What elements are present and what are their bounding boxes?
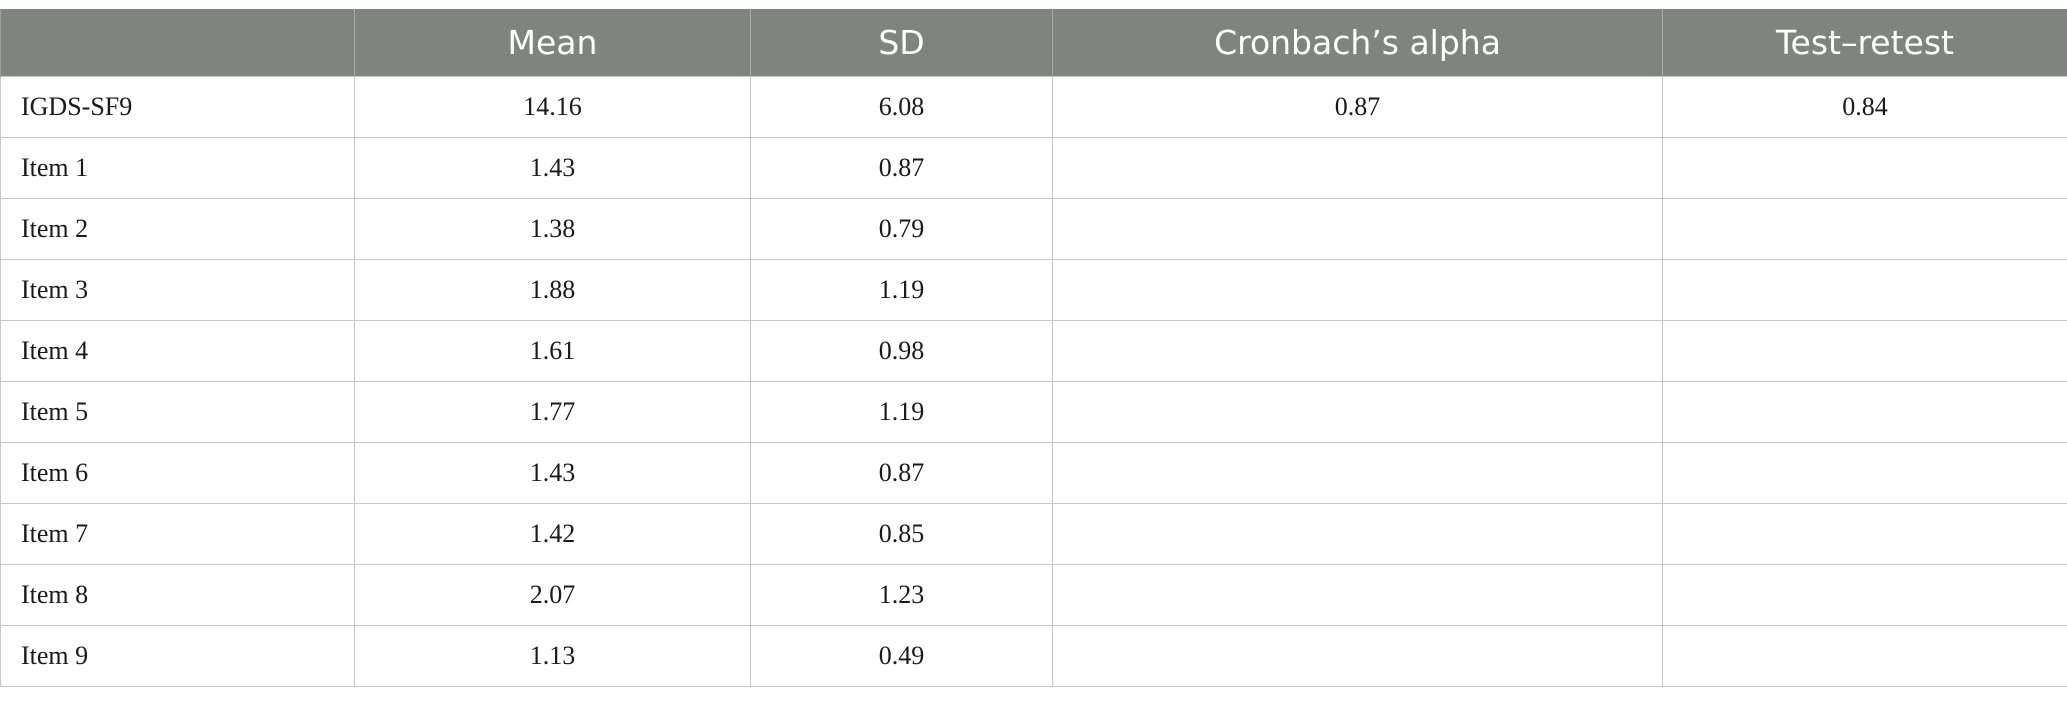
row-label: Item 7 (0, 503, 355, 565)
table-row: Item 3 1.88 1.19 (0, 259, 2067, 321)
retest-cell (1662, 503, 2067, 565)
table-row: Item 5 1.77 1.19 (0, 381, 2067, 443)
alpha-cell (1052, 503, 1663, 565)
retest-cell (1662, 442, 2067, 504)
header-cell-alpha: Cronbach’s alpha (1052, 9, 1663, 77)
table-row: Item 9 1.13 0.49 (0, 625, 2067, 687)
sd-cell: 1.19 (750, 259, 1053, 321)
alpha-cell (1052, 564, 1663, 626)
sd-cell: 1.19 (750, 381, 1053, 443)
retest-cell (1662, 198, 2067, 260)
header-cell-blank (0, 9, 355, 77)
mean-cell: 1.61 (354, 320, 751, 382)
row-label: Item 2 (0, 198, 355, 260)
sd-cell: 0.98 (750, 320, 1053, 382)
table-row: Item 4 1.61 0.98 (0, 320, 2067, 382)
table-row: Item 2 1.38 0.79 (0, 198, 2067, 260)
mean-cell: 14.16 (354, 76, 751, 138)
header-cell-sd: SD (750, 9, 1053, 77)
table-body: IGDS-SF9 14.16 6.08 0.87 0.84 Item 1 1.4… (0, 76, 2067, 687)
sd-cell: 0.87 (750, 442, 1053, 504)
mean-cell: 1.43 (354, 137, 751, 199)
statistics-table: Mean SD Cronbach’s alpha Test–retest IGD… (0, 9, 2067, 687)
retest-cell (1662, 137, 2067, 199)
alpha-cell (1052, 442, 1663, 504)
table-row: Item 8 2.07 1.23 (0, 564, 2067, 626)
sd-cell: 0.79 (750, 198, 1053, 260)
table-row: IGDS-SF9 14.16 6.08 0.87 0.84 (0, 76, 2067, 138)
table-row: Item 6 1.43 0.87 (0, 442, 2067, 504)
sd-cell: 6.08 (750, 76, 1053, 138)
alpha-cell (1052, 137, 1663, 199)
table-row: Item 1 1.43 0.87 (0, 137, 2067, 199)
retest-cell (1662, 564, 2067, 626)
row-label: Item 9 (0, 625, 355, 687)
data-table-container: Mean SD Cronbach’s alpha Test–retest IGD… (0, 9, 2067, 687)
header-row: Mean SD Cronbach’s alpha Test–retest (0, 9, 2067, 77)
header-cell-retest: Test–retest (1662, 9, 2067, 77)
mean-cell: 1.43 (354, 442, 751, 504)
alpha-cell (1052, 259, 1663, 321)
table-header: Mean SD Cronbach’s alpha Test–retest (0, 9, 2067, 77)
retest-cell (1662, 381, 2067, 443)
sd-cell: 0.85 (750, 503, 1053, 565)
alpha-cell (1052, 198, 1663, 260)
retest-cell (1662, 625, 2067, 687)
row-label: Item 6 (0, 442, 355, 504)
row-label: Item 8 (0, 564, 355, 626)
row-label: Item 3 (0, 259, 355, 321)
mean-cell: 1.88 (354, 259, 751, 321)
row-label: Item 5 (0, 381, 355, 443)
sd-cell: 0.87 (750, 137, 1053, 199)
mean-cell: 1.42 (354, 503, 751, 565)
header-cell-mean: Mean (354, 9, 751, 77)
alpha-cell: 0.87 (1052, 76, 1663, 138)
retest-cell (1662, 259, 2067, 321)
row-label: Item 1 (0, 137, 355, 199)
mean-cell: 1.13 (354, 625, 751, 687)
alpha-cell (1052, 320, 1663, 382)
mean-cell: 1.38 (354, 198, 751, 260)
sd-cell: 0.49 (750, 625, 1053, 687)
alpha-cell (1052, 625, 1663, 687)
retest-cell (1662, 320, 2067, 382)
mean-cell: 1.77 (354, 381, 751, 443)
sd-cell: 1.23 (750, 564, 1053, 626)
row-label: IGDS-SF9 (0, 76, 355, 138)
table-row: Item 7 1.42 0.85 (0, 503, 2067, 565)
retest-cell: 0.84 (1662, 76, 2067, 138)
alpha-cell (1052, 381, 1663, 443)
mean-cell: 2.07 (354, 564, 751, 626)
row-label: Item 4 (0, 320, 355, 382)
